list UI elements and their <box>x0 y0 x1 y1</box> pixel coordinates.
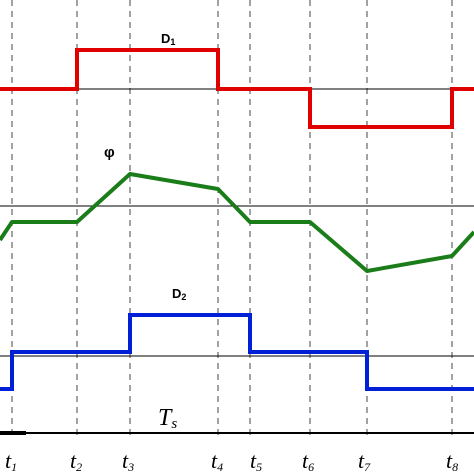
d2-waveform <box>0 313 474 391</box>
time-label-t8: t8 <box>446 448 458 474</box>
phi-label: φ <box>104 144 115 161</box>
time-label-t3: t3 <box>122 448 134 474</box>
phi-waveform <box>0 172 474 273</box>
d2-label: D2 <box>172 286 186 302</box>
time-label-t1: t1 <box>5 448 17 474</box>
period-label: Ts <box>158 405 177 432</box>
time-label-t6: t6 <box>302 448 314 474</box>
time-label-t7: t7 <box>358 448 371 474</box>
time-label-t5: t5 <box>250 448 262 474</box>
time-label-t4: t4 <box>211 448 223 474</box>
time-label-t2: t2 <box>70 448 82 474</box>
time-labels: t1 t2 t3 t4 t5 t6 t7 t8 <box>5 448 458 474</box>
d1-label: D1 <box>161 31 175 47</box>
d1-waveform <box>0 48 474 129</box>
